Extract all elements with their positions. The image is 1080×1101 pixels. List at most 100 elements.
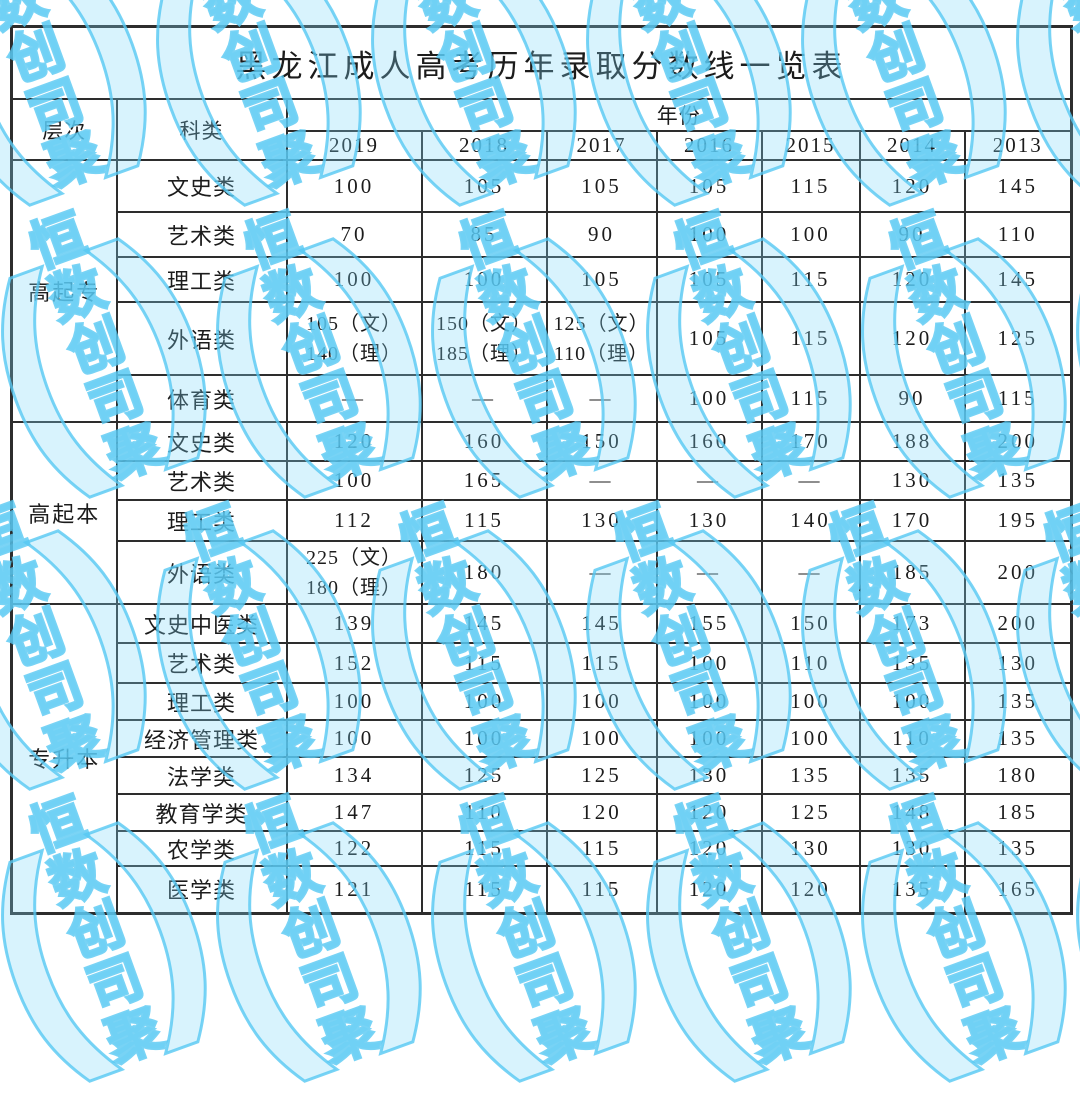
table-row: 医学类 121 115 115 120 120 135 165 bbox=[12, 865, 1073, 914]
value-cell: 122 bbox=[285, 830, 423, 867]
value-cell: 100 bbox=[655, 719, 763, 758]
value-cell: — bbox=[420, 374, 548, 423]
value-cell: 100 bbox=[545, 719, 658, 758]
value-cell: 134 bbox=[285, 756, 423, 795]
value-cell: 130 bbox=[655, 756, 763, 795]
value-cell: 115 bbox=[420, 642, 548, 684]
level-cell: 高起本 bbox=[10, 421, 118, 605]
table-row: 理工类 100 100 100 100 100 100 135 bbox=[12, 682, 1073, 721]
value-cell: 170 bbox=[858, 499, 966, 542]
category-cell: 经济管理类 bbox=[115, 719, 288, 758]
value-cell: 160 bbox=[655, 421, 763, 462]
value-cell: 125 bbox=[420, 756, 548, 795]
value-cell: 100 bbox=[420, 682, 548, 721]
page-title: 黑龙江成人高考历年录取分数线一览表 bbox=[10, 25, 1073, 100]
value-cell: 145 bbox=[545, 603, 658, 644]
value-cell: 150 bbox=[545, 421, 658, 462]
value-cell: 200 bbox=[963, 540, 1073, 605]
value-cell: — bbox=[545, 540, 658, 605]
value-cell: 185 bbox=[858, 540, 966, 605]
value-cell: 100 bbox=[285, 460, 423, 501]
value-cell: 105 bbox=[655, 159, 763, 213]
value-cell: 121 bbox=[285, 865, 423, 914]
value-cell: 185 bbox=[963, 793, 1073, 832]
value-cell: 100 bbox=[285, 256, 423, 303]
value-cell: 120 bbox=[545, 793, 658, 832]
value-cell: 100 bbox=[760, 211, 861, 258]
value-cell: 100 bbox=[655, 374, 763, 423]
value-cell: 90 bbox=[545, 211, 658, 258]
value-cell: 85 bbox=[420, 211, 548, 258]
value-cell: 115 bbox=[420, 830, 548, 867]
value-cell: 120 bbox=[858, 301, 966, 376]
value-cell: 130 bbox=[858, 830, 966, 867]
year-header: 2018 bbox=[420, 130, 548, 161]
value-cell: 148 bbox=[858, 793, 966, 832]
category-cell: 体育类 bbox=[115, 374, 288, 423]
category-cell: 文史类 bbox=[115, 421, 288, 462]
value-cell: 100 bbox=[285, 682, 423, 721]
value-cell: 105 bbox=[420, 159, 548, 213]
category-cell: 艺术类 bbox=[115, 642, 288, 684]
value-cell: 115 bbox=[760, 301, 861, 376]
value-cell: 130 bbox=[545, 499, 658, 542]
table-row: 农学类 122 115 115 120 130 130 135 bbox=[12, 830, 1073, 867]
value-cell: 180 bbox=[963, 756, 1073, 795]
category-cell: 理工类 bbox=[115, 499, 288, 542]
year-header: 2017 bbox=[545, 130, 658, 161]
value-cell: 100 bbox=[285, 719, 423, 758]
score-table: 黑龙江成人高考历年录取分数线一览表 层次 科类 年份 2019 2018 2017 2… bbox=[10, 25, 1074, 915]
category-cell: 农学类 bbox=[115, 830, 288, 867]
value-cell: 120 bbox=[858, 256, 966, 303]
value-cell: 105 bbox=[545, 159, 658, 213]
level-cell: 专升本 bbox=[10, 603, 118, 914]
table-row: 艺术类 152 115 115 100 110 135 130 bbox=[12, 642, 1073, 684]
table-row: 高起专 文史类 100 105 105 105 115 120 145 bbox=[10, 159, 1073, 423]
category-cell: 文史中医类 bbox=[115, 603, 288, 644]
value-cell: 139 bbox=[285, 603, 423, 644]
category-cell: 艺术类 bbox=[115, 211, 288, 258]
category-cell: 外语类 bbox=[115, 540, 288, 605]
value-cell: 180 bbox=[420, 540, 548, 605]
year-header: 2016 bbox=[655, 130, 763, 161]
value-cell: 105（文） 140（理） bbox=[285, 301, 423, 376]
title-row: 黑龙江成人高考历年录取分数线一览表 bbox=[10, 25, 1073, 100]
table-row: 理工类 100 100 105 105 115 120 145 bbox=[12, 256, 1073, 303]
value-cell: 90 bbox=[858, 211, 966, 258]
value-cell: 147 bbox=[285, 793, 423, 832]
year-header: 2015 bbox=[760, 130, 861, 161]
category-cell: 文史类 bbox=[115, 159, 288, 213]
value-cell: 188 bbox=[858, 421, 966, 462]
table-row: 外语类 105（文） 140（理） 150（文） 185（理） 125（文） 110（… bbox=[12, 301, 1073, 376]
value-cell: — bbox=[285, 374, 423, 423]
value-cell: 100 bbox=[760, 719, 861, 758]
value-cell: — bbox=[655, 540, 763, 605]
value-cell: 115 bbox=[760, 256, 861, 303]
table-row: 外语类 225（文） 180（理） 180— — —185 200 bbox=[12, 540, 1073, 605]
value-cell: 115 bbox=[420, 499, 548, 542]
value-cell: 135 bbox=[963, 719, 1073, 758]
category-cell: 外语类 bbox=[115, 301, 288, 376]
category-cell: 理工类 bbox=[115, 682, 288, 721]
value-cell: 100 bbox=[655, 211, 763, 258]
value-cell: 125 bbox=[963, 301, 1073, 376]
table-row: 教育学类 147 110 120 120 125 148 185 bbox=[12, 793, 1073, 832]
value-cell: 200 bbox=[963, 603, 1073, 644]
value-cell: 110 bbox=[420, 793, 548, 832]
value-cell: 125 bbox=[545, 756, 658, 795]
category-cell: 医学类 bbox=[115, 865, 288, 914]
category-cell: 法学类 bbox=[115, 756, 288, 795]
value-cell: 115 bbox=[760, 159, 861, 213]
value-cell: 135 bbox=[963, 460, 1073, 501]
value-cell: 155 bbox=[655, 603, 763, 644]
value-cell: 100 bbox=[858, 682, 966, 721]
value-cell: 130 bbox=[760, 830, 861, 867]
value-cell: 110 bbox=[760, 642, 861, 684]
value-cell: 152 bbox=[285, 642, 423, 684]
value-cell: 120 bbox=[655, 865, 763, 914]
value-cell: 145 bbox=[420, 603, 548, 644]
value-cell: 100 bbox=[420, 719, 548, 758]
value-cell: 115 bbox=[545, 865, 658, 914]
year-header: 2019 bbox=[285, 130, 423, 161]
